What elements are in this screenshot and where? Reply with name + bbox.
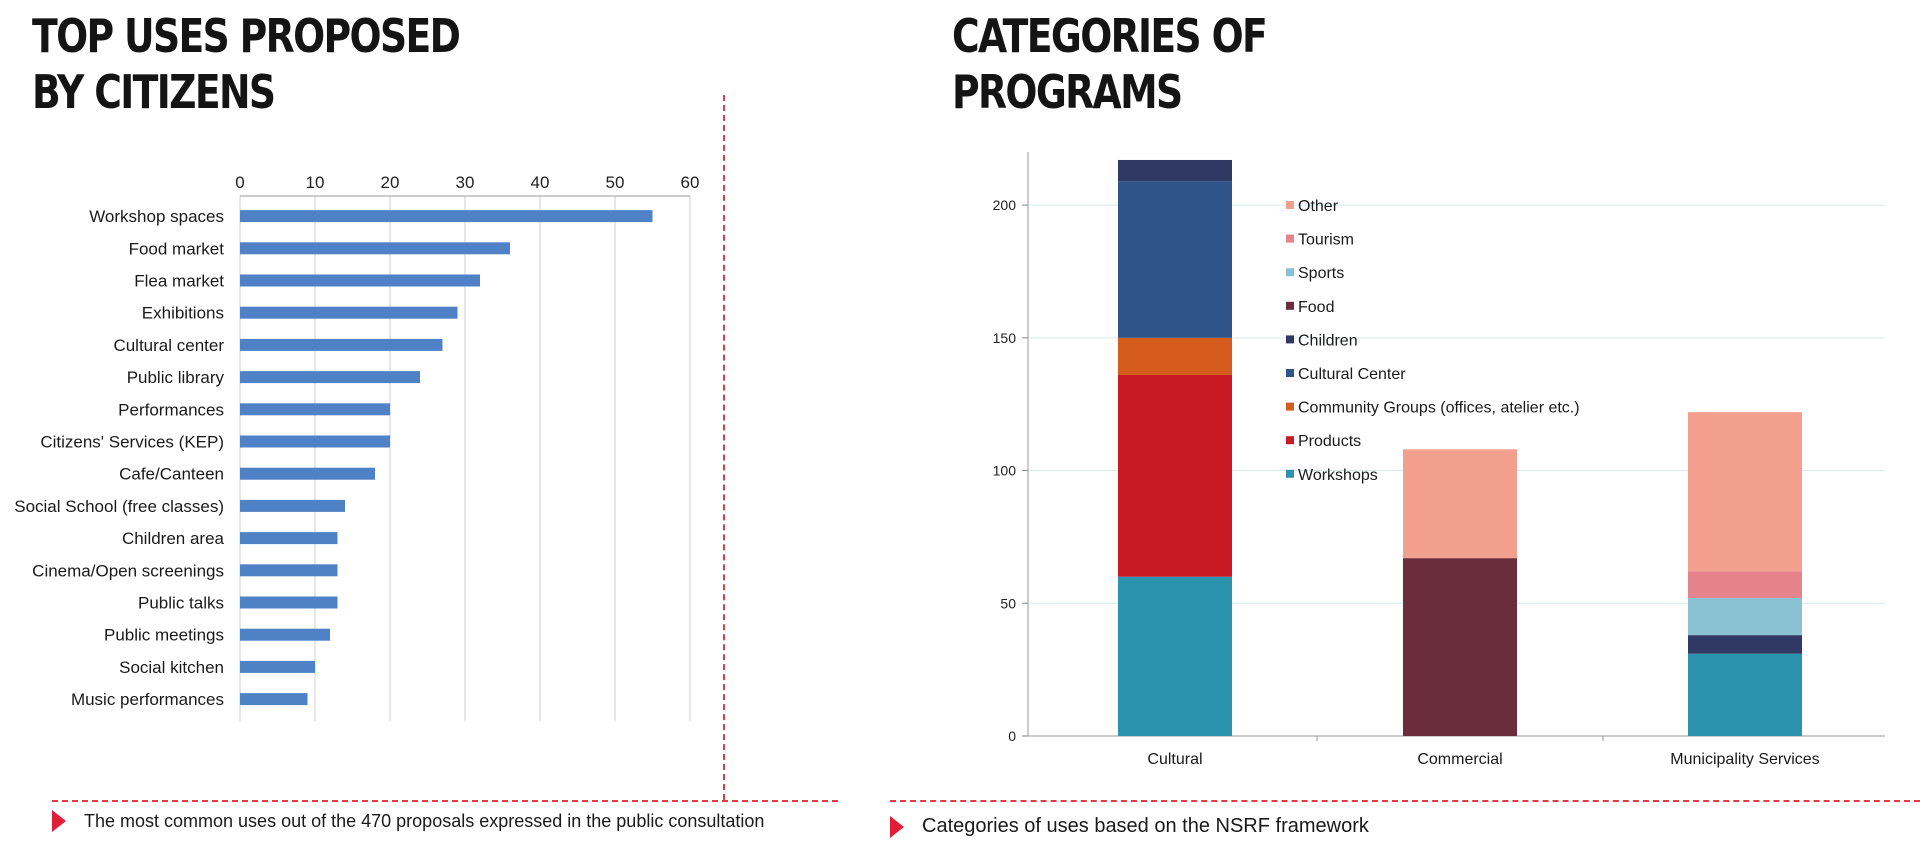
category-label: Cafe/Canteen [119,465,224,484]
bar [240,371,420,384]
category-label: Social School (free classes) [14,497,224,516]
right-title-line2: PROGRAMS [952,65,1183,119]
stacked-segment [1118,159,1232,182]
category-label: Commercial [1417,751,1502,768]
category-label: Cinema/Open screenings [32,561,224,580]
y-tick-label: 200 [993,197,1017,213]
y-tick-label: 50 [1000,595,1016,611]
stacked-segment [1403,449,1517,559]
category-label: Public talks [138,594,224,613]
x-tick-label: 0 [235,173,244,192]
bar [240,403,390,416]
x-tick-label: 30 [456,173,475,192]
stacked-segment [1688,597,1802,636]
bar [240,596,338,609]
category-label: Cultural [1147,751,1202,768]
vertical-divider [723,95,725,800]
stacked-segment [1118,181,1232,338]
bar [240,628,330,641]
stacked-segment [1688,653,1802,736]
category-label: Workshop spaces [89,207,224,226]
legend-label: Sports [1298,265,1344,282]
top-uses-bar-chart: 0 10 20 30 40 50 60 Workshop spaces Food market F… [14,173,700,722]
stacked-segment [1688,412,1802,572]
bar [240,274,480,287]
legend-swatch [1286,234,1294,243]
legend-swatch [1286,335,1294,344]
right-caption-divider [890,800,1920,802]
legend-label: Children [1298,332,1358,349]
left-caption: The most common uses out of the 470 prop… [52,810,764,832]
legend-label: Tourism [1298,232,1354,249]
y-tick-label: 0 [1008,728,1016,744]
legend-swatch [1286,268,1294,277]
right-caption-text: Categories of uses based on the NSRF fra… [922,815,1369,837]
legend-label: Food [1298,299,1334,316]
left-title-line1: TOP USES PROPOSED [32,9,461,63]
caption-arrow-icon [890,815,904,838]
bar [240,242,510,255]
category-label: Citizens' Services (KEP) [40,433,224,452]
left-chart-title: TOP USES PROPOSED BY CITIZENS [32,8,461,120]
left-caption-divider [52,800,838,802]
stacked-segment [1688,571,1802,598]
legend-swatch [1286,469,1294,478]
legend-swatch [1286,201,1294,209]
y-tick-label: 100 [993,463,1017,479]
category-label: Cultural center [113,336,224,355]
legend-label: Workshops [1298,467,1378,484]
legend-swatch [1286,436,1294,445]
legend-label: Other [1298,198,1339,215]
category-label: Flea market [134,272,224,291]
bar [240,693,308,706]
legend-label: Products [1298,433,1361,450]
category-label: Children area [122,529,225,548]
legend-label: Cultural Center [1298,366,1406,383]
right-chart-title: CATEGORIES OF PROGRAMS [952,8,1268,120]
category-label: Exhibitions [142,304,224,323]
bar [240,338,443,351]
legend-swatch [1286,369,1294,377]
stacked-segment [1403,558,1517,736]
bar [240,532,338,545]
category-label: Public meetings [104,626,224,645]
category-label: Performances [118,400,224,419]
x-tick-label: 40 [531,173,550,192]
bar [240,435,390,448]
caption-arrow-icon [52,810,66,832]
x-tick-label: 60 [681,173,700,192]
bar [240,210,653,223]
category-label: Municipality Services [1670,751,1819,768]
left-title-line2: BY CITIZENS [32,65,276,119]
bar [240,499,345,512]
stacked-segment [1118,576,1232,736]
right-caption: Categories of uses based on the NSRF fra… [890,815,1369,838]
bar [240,467,375,480]
y-tick-label: 150 [993,330,1017,346]
x-tick-label: 50 [606,173,625,192]
stacked-segment [1118,374,1232,577]
category-label: Music performances [71,690,224,709]
left-caption-text: The most common uses out of the 470 prop… [84,810,765,831]
legend-swatch [1286,402,1294,411]
stacked-segment [1688,635,1802,654]
category-label: Public library [127,368,225,387]
legend-swatch [1286,301,1294,310]
program-categories-stacked-chart: 0 50 100 150 200 Cultural Commercial Municipali… [993,152,1885,768]
category-label: Food market [129,239,225,258]
bar [240,660,315,673]
category-label: Social kitchen [119,658,224,677]
x-tick-label: 20 [381,173,400,192]
stacked-segment [1118,337,1232,375]
legend-label: Community Groups (offices, atelier etc.) [1298,400,1580,417]
bar [240,306,458,319]
right-title-line1: CATEGORIES OF [952,9,1268,63]
x-tick-label: 10 [306,173,325,192]
bar [240,564,338,577]
